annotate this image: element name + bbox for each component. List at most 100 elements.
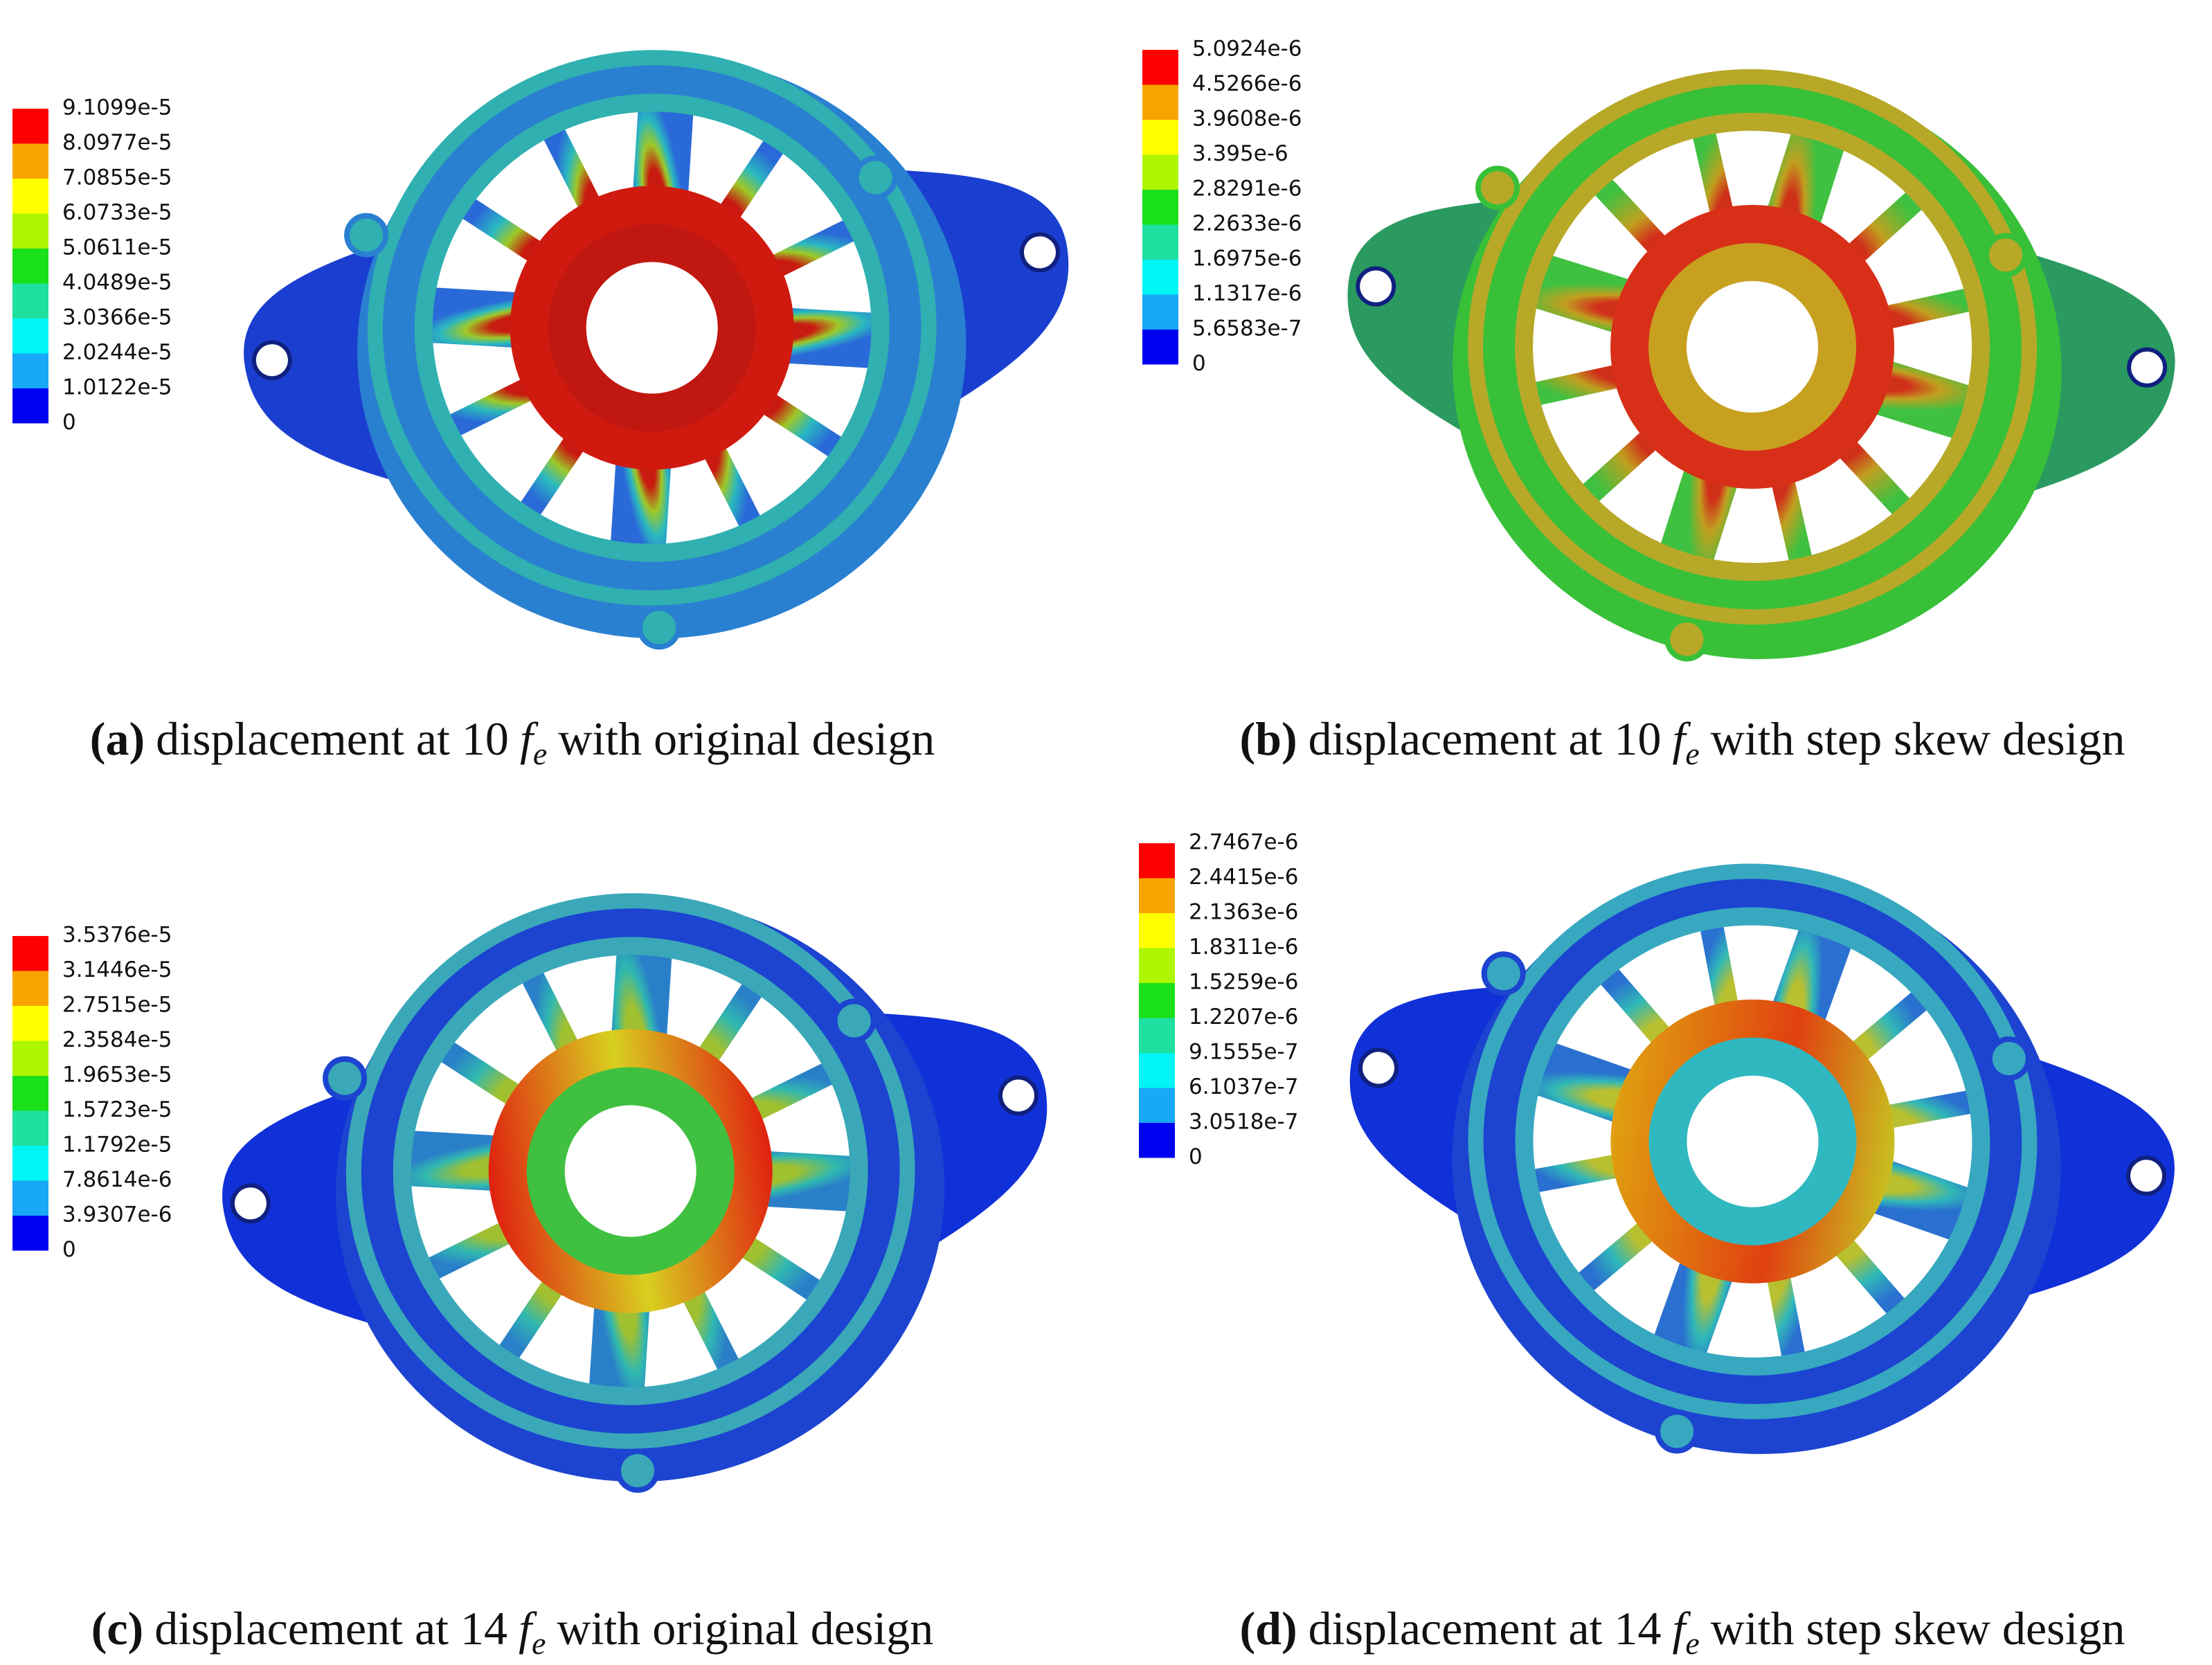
legend-label: 2.7467e-6	[1189, 830, 1298, 855]
hub-bore	[1687, 1075, 1819, 1207]
legend-label: 7.0855e-5	[62, 165, 172, 190]
legend-swatch	[1139, 913, 1175, 948]
housing-rim	[1468, 69, 2037, 625]
caption: (c) displacement at 14 fe with original des…	[91, 1602, 934, 1661]
boss	[323, 1056, 368, 1101]
caption-label: (c)	[91, 1602, 143, 1655]
legend-swatch	[12, 936, 48, 971]
housing-rim	[1468, 863, 2038, 1419]
legend-label: 3.0518e-7	[1189, 1110, 1298, 1135]
color-legend: 5.0924e-6 4.5266e-6 3.9608e-6 3.395e-6 2.829…	[1142, 37, 1302, 376]
color-legend: 9.1099e-5 8.0977e-5 7.0855e-5 6.0733e-5 5.06…	[12, 96, 172, 435]
caption-subscript: e	[533, 736, 547, 771]
color-legend: 2.7467e-6 2.4415e-6 2.1363e-6 1.8311e-6 1.52…	[1139, 830, 1298, 1169]
legend-swatch	[12, 1041, 48, 1076]
legend-label: 4.5266e-6	[1192, 71, 1302, 96]
legend-swatch	[1139, 1053, 1175, 1088]
legend-swatch	[12, 143, 48, 179]
legend-label: 9.1555e-7	[1189, 1040, 1298, 1065]
legend-label: 6.1037e-7	[1189, 1074, 1298, 1099]
legend-swatch	[12, 353, 48, 388]
caption-label: (d)	[1240, 1602, 1297, 1655]
legend-label: 1.5259e-6	[1189, 970, 1298, 995]
caption-subscript: e	[1685, 1626, 1699, 1661]
legend-label: 1.1792e-5	[62, 1133, 172, 1158]
fea-model	[222, 893, 1047, 1493]
boss	[637, 605, 682, 650]
bolt-hole	[1358, 1047, 1399, 1088]
legend-swatch	[1139, 1088, 1175, 1123]
legend-swatch	[12, 388, 48, 424]
legend-label: 3.9608e-6	[1192, 107, 1302, 132]
legend-swatch	[1142, 190, 1178, 225]
legend-swatch	[1139, 948, 1175, 983]
legend-swatch	[12, 1216, 48, 1251]
legend-label: 2.0244e-5	[62, 340, 172, 365]
legend-label: 2.7515e-5	[62, 993, 172, 1018]
legend-swatch	[12, 318, 48, 354]
housing-rim	[345, 893, 915, 1449]
caption-subscript: e	[532, 1626, 546, 1661]
legend-label: 2.1363e-6	[1189, 900, 1298, 925]
legend-label: 1.8311e-6	[1189, 935, 1298, 960]
caption-text: with original design	[558, 712, 935, 765]
legend-label: 2.3584e-5	[62, 1027, 172, 1052]
legend-swatch	[1142, 330, 1178, 365]
legend-swatch	[1142, 120, 1178, 155]
caption-text: displacement at 10	[156, 712, 509, 765]
legend-label: 3.395e-6	[1192, 141, 1288, 166]
caption-label: (a)	[90, 712, 145, 765]
bolt-hole	[2127, 347, 2168, 388]
legend-label: 3.1446e-5	[62, 957, 172, 982]
legend-label: 2.4415e-6	[1189, 865, 1298, 890]
legend-swatch	[1139, 1123, 1175, 1158]
legend-swatch	[12, 971, 48, 1006]
caption-label: (b)	[1240, 712, 1297, 765]
boss	[1983, 233, 2028, 278]
legend-label: 5.0924e-6	[1192, 37, 1302, 62]
legend-label: 3.0366e-5	[62, 305, 172, 330]
legend-label: 5.0611e-5	[62, 235, 172, 260]
legend-label: 0	[1192, 351, 1206, 376]
legend-swatch	[12, 1146, 48, 1181]
legend-swatch	[12, 283, 48, 318]
bolt-hole	[230, 1183, 271, 1224]
legend-label: 4.0489e-5	[62, 270, 172, 295]
legend-label: 1.2207e-6	[1189, 1005, 1298, 1029]
legend-label: 1.9653e-5	[62, 1063, 172, 1088]
spoke-ring	[1515, 112, 1990, 582]
bolt-hole	[1019, 232, 1060, 273]
caption-text: displacement at 10	[1309, 712, 1662, 765]
caption-text: with step skew design	[1711, 712, 2125, 765]
legend-label: 2.8291e-6	[1192, 177, 1302, 201]
boss	[1655, 1409, 1700, 1454]
panel: 3.5376e-5 3.1446e-5 2.7515e-5 2.3584e-5 1.96…	[12, 893, 1047, 1661]
caption-text: displacement at 14	[1309, 1602, 1662, 1655]
color-legend: 3.5376e-5 3.1446e-5 2.7515e-5 2.3584e-5 1.96…	[12, 923, 172, 1262]
caption-text: with original design	[557, 1602, 933, 1655]
legend-label: 7.8614e-6	[62, 1167, 172, 1192]
legend-label: 9.1099e-5	[62, 96, 172, 120]
legend-swatch	[12, 1110, 48, 1146]
caption-text: displacement at 14	[154, 1602, 507, 1655]
legend-label: 0	[62, 1237, 76, 1262]
boss	[831, 998, 876, 1043]
legend-swatch	[1142, 84, 1178, 120]
legend-label: 5.6583e-7	[1192, 316, 1302, 341]
hub-bore	[564, 1105, 696, 1237]
spoke-ring	[1515, 907, 1990, 1376]
legend-swatch	[1139, 1018, 1175, 1053]
fea-model	[1347, 69, 2175, 662]
legend-swatch	[12, 179, 48, 214]
legend-swatch	[1139, 983, 1175, 1018]
legend-label: 0	[1189, 1144, 1203, 1169]
legend-swatch	[1142, 260, 1178, 295]
legend-label: 1.0122e-5	[62, 375, 172, 400]
panel: 9.1099e-5 8.0977e-5 7.0855e-5 6.0733e-5 5.06…	[12, 50, 1069, 771]
boss	[344, 213, 389, 258]
boss	[1481, 951, 1526, 996]
legend-swatch	[1142, 224, 1178, 260]
bolt-hole	[998, 1075, 1038, 1116]
